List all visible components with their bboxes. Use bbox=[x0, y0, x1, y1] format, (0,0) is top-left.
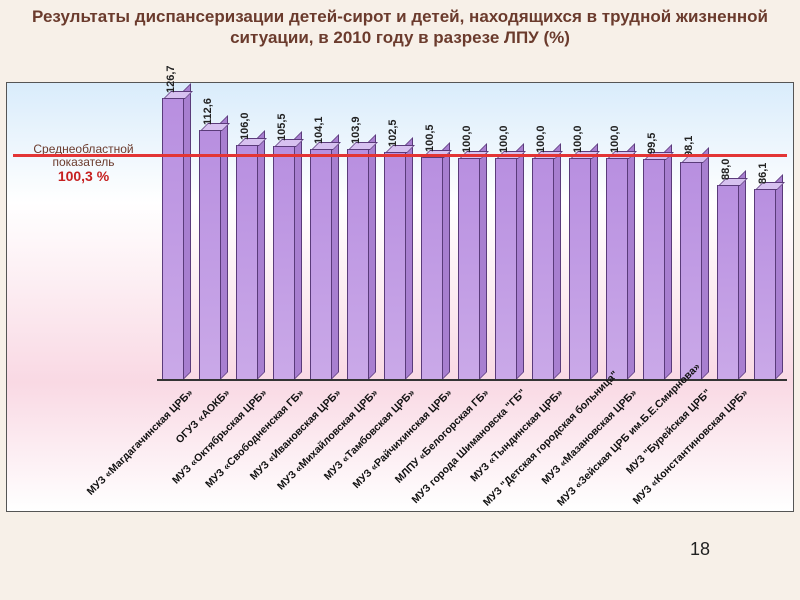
bar-value-label: 112,6 bbox=[202, 98, 214, 125]
reference-line bbox=[13, 154, 787, 157]
bar-value-label: 105,5 bbox=[276, 113, 288, 141]
page-title: Результаты диспансеризации детей-сирот и… bbox=[0, 0, 800, 53]
bar-value-label: 126,7 bbox=[165, 66, 177, 94]
bar-value-label: 88,0 bbox=[720, 158, 732, 179]
plot-region: 126,7112,6106,0105,5104,1103,9102,5100,5… bbox=[157, 91, 787, 381]
bar-value-label: 103,9 bbox=[350, 117, 362, 145]
bar-value-label: 106,0 bbox=[239, 112, 251, 140]
bars-container: 126,7112,6106,0105,5104,1103,9102,5100,5… bbox=[157, 91, 787, 381]
bar-value-label: 100,0 bbox=[609, 125, 621, 153]
chart-area: Среднеобластной показатель 100,3 % 126,7… bbox=[6, 82, 794, 512]
average-indicator: Среднеобластной показатель 100,3 % bbox=[11, 143, 156, 185]
slide: Результаты диспансеризации детей-сирот и… bbox=[0, 0, 800, 600]
bar-value-label: 100,0 bbox=[498, 125, 510, 153]
bar-value-label: 102,5 bbox=[387, 120, 399, 148]
average-value: 100,3 % bbox=[58, 168, 109, 184]
bar-value-label: 99,5 bbox=[646, 133, 658, 154]
x-category-label bbox=[666, 387, 779, 500]
bar-value-label: 100,0 bbox=[535, 125, 547, 153]
bar-value-label: 104,1 bbox=[313, 116, 325, 144]
bar-value-label: 100,5 bbox=[424, 124, 436, 152]
page-number: 18 bbox=[690, 539, 710, 560]
x-labels: МУЗ «Магдагачинская ЦРБ»ОГУЗ «АОКБ»МУЗ «… bbox=[157, 383, 787, 513]
bar-value-label: 100,0 bbox=[572, 125, 584, 153]
bar-value-label: 100,0 bbox=[461, 125, 473, 153]
bar-value-label: 86,1 bbox=[757, 163, 769, 184]
